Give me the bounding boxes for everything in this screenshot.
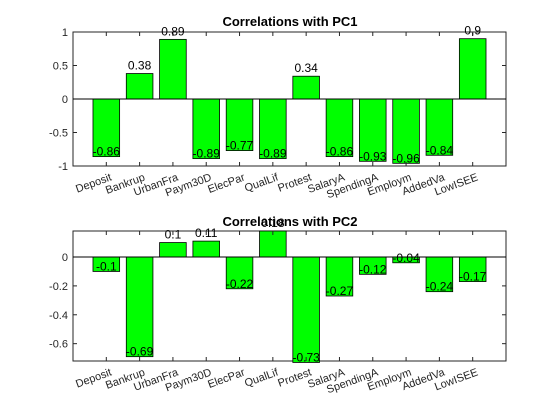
y-tick-label: -0.4: [49, 310, 68, 322]
bar: [425, 98, 454, 156]
data-label: -0.1: [96, 259, 117, 273]
y-tick-label: 0: [62, 252, 68, 264]
y-tick-label: 1: [62, 27, 68, 39]
data-label: 0,9: [464, 24, 481, 38]
category-label: ElecPar: [206, 366, 247, 391]
data-label: -0.86: [326, 145, 354, 159]
bar: [159, 242, 187, 258]
data-label: -0.89: [259, 147, 287, 161]
data-label: -0.86: [93, 145, 121, 159]
data-label: -0.17: [459, 270, 487, 284]
bar: [425, 256, 454, 293]
data-label: -0.69: [126, 345, 154, 359]
data-label: 0.1: [165, 228, 182, 242]
bar: [159, 38, 187, 100]
data-label: 0.18: [261, 216, 285, 230]
bar: [458, 256, 487, 282]
y-tick-label: -0.2: [49, 281, 68, 293]
data-label: -0.93: [359, 149, 387, 163]
bar: [92, 98, 121, 158]
chart-title: Correlations with PC1: [222, 14, 357, 29]
data-label: 0.34: [294, 61, 318, 75]
chart-title: Correlations with PC2: [222, 214, 357, 229]
data-label: -0.73: [292, 350, 320, 364]
axes-box: [72, 230, 507, 362]
bar: [259, 98, 287, 160]
y-tick-label: -1: [58, 161, 68, 173]
bar: [325, 98, 354, 158]
bar: [125, 256, 154, 358]
chart-pc1: Correlations with PC1 -1-0.500.51-0.86De…: [49, 14, 507, 201]
bar: [325, 256, 354, 297]
y-tick-label: 0: [62, 94, 68, 106]
data-label: -0.96: [392, 151, 420, 165]
data-label: 0.11: [195, 226, 218, 240]
data-label: -0.12: [359, 262, 387, 276]
data-label: -0.89: [193, 147, 221, 161]
bar: [458, 38, 487, 100]
data-label: 0.89: [161, 24, 185, 38]
data-label: -0.84: [426, 143, 454, 157]
bar: [292, 256, 320, 363]
y-tick-label: -0.6: [49, 339, 68, 351]
data-label: -0.24: [426, 280, 454, 294]
bar: [192, 98, 220, 160]
chart-pc2: Correlations with PC2 -0.6-0.4-0.20-0.1D…: [49, 214, 507, 396]
data-label: -0.27: [326, 284, 354, 298]
bar: [392, 98, 420, 164]
data-label: 0.38: [128, 59, 152, 73]
bar: [125, 73, 154, 100]
category-label: ElecPar: [206, 171, 247, 196]
y-tick-label: -0.5: [49, 128, 68, 140]
data-label: -0.77: [226, 139, 254, 153]
bar: [225, 98, 254, 151]
data-label: -0.22: [226, 277, 254, 291]
y-tick-label: 0.5: [53, 61, 68, 73]
bar: [292, 75, 320, 100]
bar: [192, 240, 220, 258]
bar: [259, 230, 287, 258]
data-label: -0.04: [392, 251, 420, 265]
